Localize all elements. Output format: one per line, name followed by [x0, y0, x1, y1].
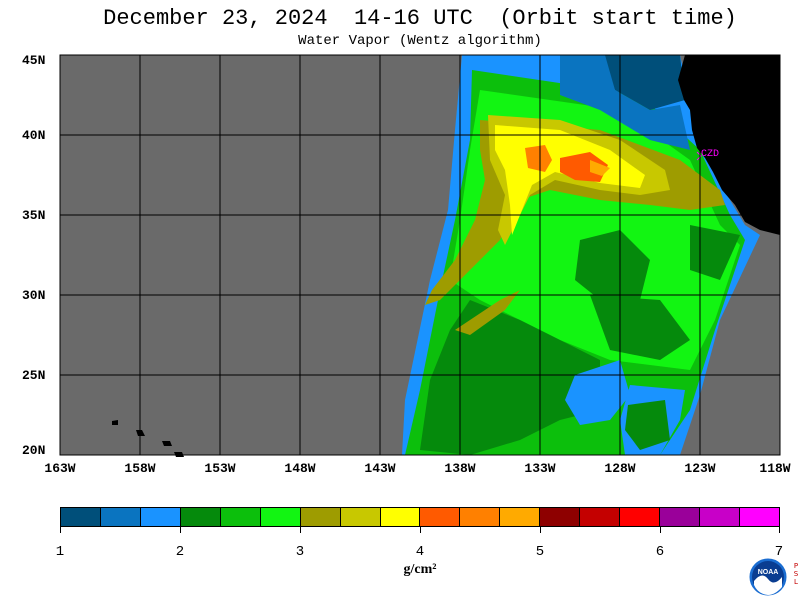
- noaa-logo-text: NOAA: [758, 569, 779, 576]
- colorbar-swatch-8: [340, 508, 381, 526]
- lon-label-133w: 133W: [524, 461, 556, 476]
- colorbar-swatch-17: [700, 508, 740, 526]
- colorbar-swatch-10: [420, 508, 461, 526]
- colorbar-swatch-11: [460, 508, 501, 526]
- colorbar-swatch-12: [500, 508, 541, 526]
- psl-letters: PSL: [791, 562, 800, 589]
- colorbar-label-1: 1: [55, 544, 65, 560]
- colorbar-swatch-7: [300, 508, 341, 526]
- map-title: December 23, 2024 14-16 UTC (Orbit start…: [103, 6, 737, 31]
- colorbar-swatch-6: [260, 508, 301, 526]
- grid-lines: [60, 55, 780, 455]
- colorbar-swatch-5: [220, 508, 261, 526]
- lon-label-118w: 118W: [759, 461, 791, 476]
- colorbar-unit: g/cm²: [403, 562, 437, 577]
- colorbar-swatch-18: [739, 508, 779, 526]
- psl-text: PSL: [792, 562, 800, 586]
- colorbar-label-2: 2: [175, 544, 185, 560]
- lat-label-40n: 40N: [22, 128, 46, 143]
- colorbar-label-6: 6: [655, 544, 665, 560]
- station-label: CZD: [701, 149, 719, 160]
- colorbar-tick: [300, 527, 301, 533]
- colorbar-swatch-16: [660, 508, 700, 526]
- colorbar: [60, 507, 780, 527]
- lon-label-153w: 153W: [204, 461, 236, 476]
- lat-label-45n: 45N: [22, 53, 46, 68]
- colorbar-tick: [660, 527, 661, 533]
- colorbar-tick: [779, 527, 780, 533]
- lon-label-158w: 158W: [124, 461, 156, 476]
- colorbar-tick: [420, 527, 421, 533]
- colorbar-swatch-2: [100, 508, 141, 526]
- map-subtitle: Water Vapor (Wentz algorithm): [298, 33, 542, 49]
- lon-label-123w: 123W: [684, 461, 716, 476]
- map-frame: [59, 54, 781, 456]
- hawaii-island: [112, 420, 118, 425]
- colorbar-swatch-3: [140, 508, 181, 526]
- lon-label-128w: 128W: [604, 461, 636, 476]
- colorbar-tick: [540, 527, 541, 533]
- colorbar-tick: [60, 527, 61, 533]
- station-marker: [696, 151, 702, 161]
- land-mass: [678, 55, 780, 235]
- lon-label-143w: 143W: [364, 461, 396, 476]
- lat-label-35n: 35N: [22, 208, 46, 223]
- water-vapor-field: [402, 55, 760, 455]
- lat-label-30n: 30N: [22, 288, 46, 303]
- lat-label-25n: 25N: [22, 368, 46, 383]
- colorbar-swatch-13: [540, 508, 581, 526]
- colorbar-swatch-15: [620, 508, 661, 526]
- noaa-logo[interactable]: NOAA: [748, 557, 788, 597]
- colorbar-label-3: 3: [295, 544, 305, 560]
- colorbar-swatch-9: [380, 508, 421, 526]
- colorbar-label-4: 4: [415, 544, 425, 560]
- colorbar-swatch-4: [180, 508, 221, 526]
- lon-label-138w: 138W: [444, 461, 476, 476]
- colorbar-label-5: 5: [535, 544, 545, 560]
- colorbar-swatch-14: [580, 508, 621, 526]
- colorbar-label-7: 7: [774, 544, 784, 560]
- hawaii-island: [162, 441, 172, 446]
- lat-label-20n: 20N: [22, 443, 46, 458]
- colorbar-tick: [180, 527, 181, 533]
- colorbar-swatch-1: [61, 508, 101, 526]
- lon-label-163w: 163W: [44, 461, 76, 476]
- lon-label-148w: 148W: [284, 461, 316, 476]
